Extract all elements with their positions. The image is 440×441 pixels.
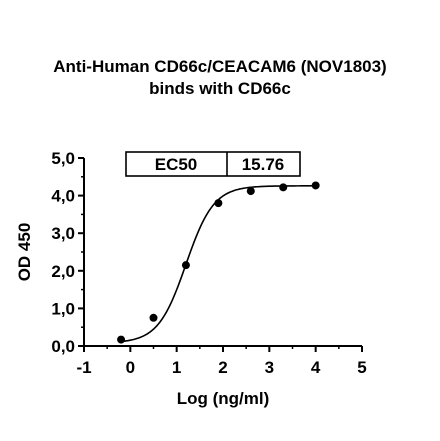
x-tick-label: 3 bbox=[265, 358, 274, 377]
x-tick-label: 4 bbox=[311, 358, 321, 377]
data-point bbox=[279, 183, 288, 192]
ec50-box-frame bbox=[125, 151, 301, 177]
ec50-box: EC50 15.76 bbox=[125, 151, 301, 177]
chart-title-line1: Anti-Human CD66c/CEACAM6 (NOV1803) bbox=[53, 57, 387, 76]
y-tick-label: 4,0 bbox=[51, 187, 75, 206]
ec50-label: EC50 bbox=[155, 155, 198, 174]
y-tick-label: 1,0 bbox=[51, 299, 75, 318]
ec50-value: 15.76 bbox=[242, 155, 285, 174]
x-axis-ticks: -1 0 1 2 3 4 5 bbox=[76, 346, 367, 377]
x-tick-label: 5 bbox=[357, 358, 366, 377]
data-point bbox=[246, 187, 255, 196]
x-tick-label: -1 bbox=[76, 358, 91, 377]
data-point bbox=[117, 335, 126, 344]
chart-title-line2: binds with CD66c bbox=[149, 79, 291, 98]
data-points bbox=[117, 181, 320, 344]
y-tick-label: 2,0 bbox=[51, 262, 75, 281]
x-axis-title: Log (ng/ml) bbox=[177, 389, 270, 408]
y-axis-title: OD 450 bbox=[15, 223, 34, 282]
data-point bbox=[311, 181, 320, 190]
y-axis-ticks: 0,0 1,0 2,0 3,0 4,0 5,0 bbox=[51, 149, 84, 356]
x-tick-label: 1 bbox=[172, 358, 181, 377]
data-point bbox=[181, 261, 190, 270]
data-point bbox=[214, 199, 223, 208]
y-tick-label: 0,0 bbox=[51, 337, 75, 356]
data-point bbox=[149, 313, 158, 322]
x-tick-label: 0 bbox=[126, 358, 135, 377]
y-tick-label: 5,0 bbox=[51, 149, 75, 168]
x-tick-label: 2 bbox=[218, 358, 227, 377]
y-tick-label: 3,0 bbox=[51, 224, 75, 243]
